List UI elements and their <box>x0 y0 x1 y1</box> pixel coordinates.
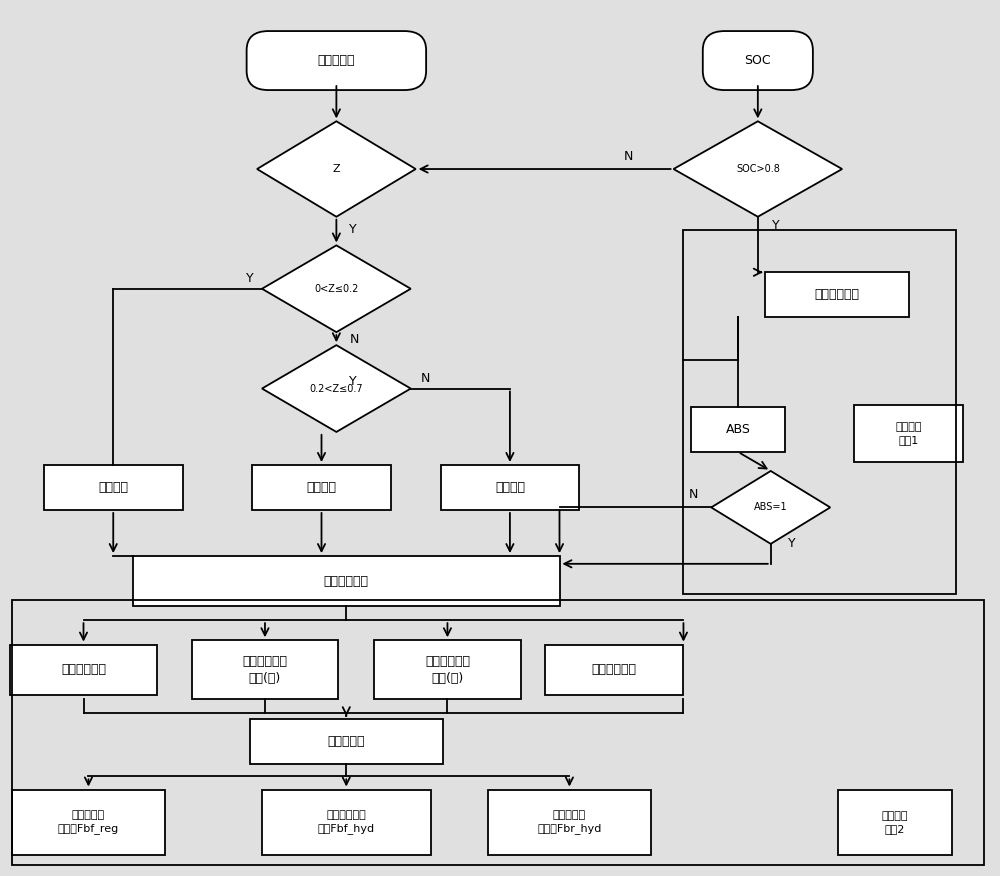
Text: N: N <box>349 333 359 346</box>
Text: 制动力分配: 制动力分配 <box>328 735 365 748</box>
Text: 0<Z≤0.2: 0<Z≤0.2 <box>314 284 359 293</box>
FancyBboxPatch shape <box>441 465 579 510</box>
Text: 电液复合制动
模式(一): 电液复合制动 模式(一) <box>242 654 287 685</box>
FancyBboxPatch shape <box>133 556 560 606</box>
FancyBboxPatch shape <box>247 31 426 90</box>
FancyBboxPatch shape <box>10 645 157 695</box>
Polygon shape <box>262 345 411 432</box>
FancyBboxPatch shape <box>703 31 813 90</box>
Text: 电机制动模式: 电机制动模式 <box>61 663 106 676</box>
Text: Y: Y <box>772 219 779 232</box>
Text: N: N <box>689 488 698 501</box>
Text: 液压制动模式: 液压制动模式 <box>815 288 860 301</box>
FancyBboxPatch shape <box>252 465 391 510</box>
Polygon shape <box>674 121 842 216</box>
FancyBboxPatch shape <box>765 272 909 317</box>
Text: 驾驶员操作: 驾驶员操作 <box>318 54 355 67</box>
FancyBboxPatch shape <box>250 719 443 764</box>
Text: Y: Y <box>246 272 254 285</box>
Text: N: N <box>624 150 634 163</box>
Text: 轻度制动: 轻度制动 <box>98 481 128 494</box>
FancyBboxPatch shape <box>838 790 952 855</box>
Text: 驱动轴再生
制动力Fbf_reg: 驱动轴再生 制动力Fbf_reg <box>58 810 119 835</box>
Polygon shape <box>711 471 830 544</box>
Text: 制动控制
模式1: 制动控制 模式1 <box>895 422 922 445</box>
FancyBboxPatch shape <box>691 406 785 452</box>
Text: 电液复合制动
模式(二): 电液复合制动 模式(二) <box>425 654 470 685</box>
Polygon shape <box>257 121 416 216</box>
Text: 0.2<Z≤0.7: 0.2<Z≤0.7 <box>310 384 363 393</box>
Text: Y: Y <box>788 537 795 550</box>
Text: 判断制动模式: 判断制动模式 <box>324 575 369 588</box>
Text: ABS=1: ABS=1 <box>754 503 788 512</box>
FancyBboxPatch shape <box>192 640 338 699</box>
Text: 中度制动: 中度制动 <box>307 481 337 494</box>
FancyBboxPatch shape <box>262 790 431 855</box>
Text: 后轴制动器
制动力Fbr_hyd: 后轴制动器 制动力Fbr_hyd <box>537 810 602 835</box>
Text: 液压制动模式: 液压制动模式 <box>592 663 637 676</box>
FancyBboxPatch shape <box>44 465 183 510</box>
Text: ABS: ABS <box>726 423 750 436</box>
Text: 前轴制动器制
动力Fbf_hyd: 前轴制动器制 动力Fbf_hyd <box>318 810 375 835</box>
Polygon shape <box>262 245 411 332</box>
Text: Y: Y <box>349 223 357 237</box>
FancyBboxPatch shape <box>545 645 683 695</box>
Text: N: N <box>421 372 430 385</box>
Text: SOC>0.8: SOC>0.8 <box>736 164 780 174</box>
FancyBboxPatch shape <box>12 790 165 855</box>
FancyBboxPatch shape <box>374 640 521 699</box>
FancyBboxPatch shape <box>854 406 963 462</box>
FancyBboxPatch shape <box>488 790 651 855</box>
Text: SOC: SOC <box>745 54 771 67</box>
Text: 制动控制
模式2: 制动控制 模式2 <box>881 811 908 834</box>
Text: Z: Z <box>333 164 340 174</box>
Text: 紧急制动: 紧急制动 <box>495 481 525 494</box>
Text: Y: Y <box>349 375 357 388</box>
